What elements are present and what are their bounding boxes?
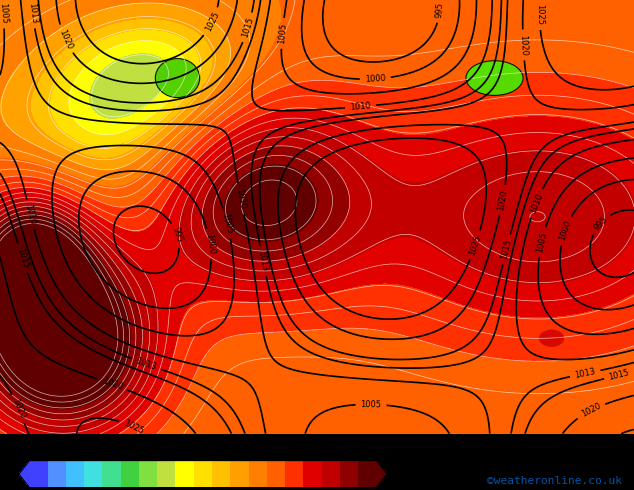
Text: 1005: 1005 <box>0 2 8 24</box>
Text: 995: 995 <box>171 226 184 244</box>
Ellipse shape <box>155 58 200 98</box>
Text: 1015: 1015 <box>240 16 256 39</box>
Text: 1010: 1010 <box>235 188 247 210</box>
Text: 1025: 1025 <box>204 10 221 33</box>
Text: 1013: 1013 <box>257 250 269 272</box>
Text: 1013: 1013 <box>574 367 597 380</box>
Text: 1020: 1020 <box>57 28 74 50</box>
Text: 1025: 1025 <box>535 4 544 25</box>
Text: ©weatheronline.co.uk: ©weatheronline.co.uk <box>487 476 622 486</box>
Text: Theta-W 850hPa [hPa] ECMWF: Theta-W 850hPa [hPa] ECMWF <box>6 438 224 452</box>
Text: 1005: 1005 <box>535 231 548 253</box>
Text: 1010: 1010 <box>23 203 37 226</box>
Text: 1020: 1020 <box>579 402 602 419</box>
Text: 1020: 1020 <box>10 397 27 420</box>
Text: 1000: 1000 <box>204 233 216 255</box>
PathPatch shape <box>377 461 387 488</box>
Text: 1020: 1020 <box>496 189 509 211</box>
Text: 1015: 1015 <box>608 368 630 382</box>
Text: 1005: 1005 <box>277 23 288 44</box>
Text: 1005: 1005 <box>220 212 234 235</box>
Text: 1010: 1010 <box>528 192 545 215</box>
Text: 1010: 1010 <box>349 101 372 112</box>
Ellipse shape <box>539 330 564 347</box>
Text: 1025: 1025 <box>122 418 145 436</box>
Text: 1013: 1013 <box>27 2 38 24</box>
Text: 1015: 1015 <box>500 238 514 261</box>
Text: 1000: 1000 <box>365 74 386 84</box>
Text: 1000: 1000 <box>557 219 573 242</box>
Text: 1025: 1025 <box>468 234 483 256</box>
Text: 1005: 1005 <box>361 400 382 409</box>
PathPatch shape <box>19 461 29 488</box>
Text: Th 06-06-2024 09:00 UTC (00+33): Th 06-06-2024 09:00 UTC (00+33) <box>393 438 634 452</box>
Text: 1020: 1020 <box>101 377 124 392</box>
Ellipse shape <box>466 61 523 96</box>
Text: 995: 995 <box>592 215 609 232</box>
Text: 1013: 1013 <box>135 356 158 372</box>
Text: 995: 995 <box>434 2 445 19</box>
Text: 1020: 1020 <box>518 34 528 56</box>
Text: 1015: 1015 <box>15 247 30 270</box>
